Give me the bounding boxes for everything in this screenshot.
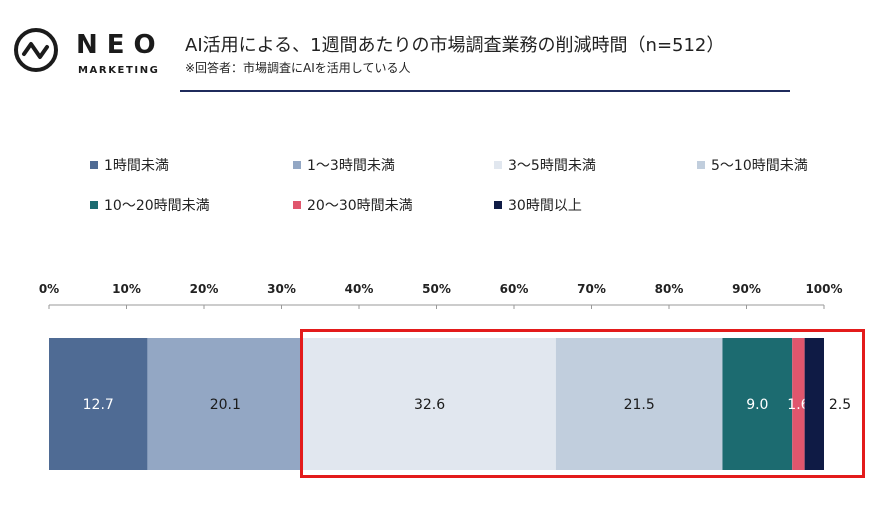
legend-swatch: [90, 161, 98, 169]
legend-swatch: [494, 161, 502, 169]
x-tick-label: 100%: [805, 282, 842, 296]
legend-item: 1時間未満: [90, 155, 169, 175]
x-tick-label: 70%: [577, 282, 606, 296]
logo-tagline: MARKETING: [78, 65, 160, 76]
x-tick-label: 20%: [190, 282, 219, 296]
pulse-circle-icon: [14, 28, 58, 72]
bar-data-label: 2.5: [829, 397, 851, 413]
legend-label: 3〜5時間未満: [508, 158, 596, 174]
highlight-box: [300, 329, 865, 478]
legend-label: 30時間以上: [508, 198, 582, 214]
x-tick-label: 0%: [39, 282, 59, 296]
title-divider: [180, 90, 790, 92]
x-tick-label: 30%: [267, 282, 296, 296]
legend-item: 3〜5時間未満: [494, 155, 596, 175]
legend-label: 1時間未満: [104, 158, 169, 174]
x-tick-label: 50%: [422, 282, 451, 296]
legend-item: 5〜10時間未満: [697, 155, 808, 175]
bar-data-label: 21.5: [624, 397, 655, 413]
bar-data-label: 20.1: [210, 397, 241, 413]
bar-data-label: 12.7: [83, 397, 114, 413]
bar-segment: [303, 338, 556, 470]
bar-segment: [555, 338, 723, 470]
legend-item: 20〜30時間未満: [293, 195, 413, 215]
bar-segment: [804, 338, 824, 470]
legend-item: 1〜3時間未満: [293, 155, 395, 175]
legend-item: 10〜20時間未満: [90, 195, 210, 215]
x-tick-label: 80%: [655, 282, 684, 296]
x-tick-label: 60%: [500, 282, 529, 296]
x-tick-label: 90%: [732, 282, 761, 296]
chart-title: AI活用による、1週間あたりの市場調査業務の削減時間（n=512）: [185, 35, 725, 56]
bar-segment: [147, 338, 304, 470]
legend-label: 5〜10時間未満: [711, 158, 808, 174]
x-tick-label: 10%: [112, 282, 141, 296]
bar-segment: [792, 338, 805, 470]
bar-segment: [49, 338, 148, 470]
x-tick-label: 40%: [345, 282, 374, 296]
bar-data-label: 32.6: [414, 397, 445, 413]
legend-swatch: [90, 201, 98, 209]
legend-item: 30時間以上: [494, 195, 582, 215]
legend-label: 1〜3時間未満: [307, 158, 395, 174]
legend-swatch: [293, 201, 301, 209]
legend-label: 20〜30時間未満: [307, 198, 413, 214]
legend-label: 10〜20時間未満: [104, 198, 210, 214]
chart-subtitle: ※回答者：市場調査にAIを活用している人: [185, 61, 411, 75]
bar-data-label: 9.0: [746, 397, 768, 413]
legend-swatch: [293, 161, 301, 169]
legend-swatch: [697, 161, 705, 169]
logo-wordmark: NEO: [76, 30, 165, 60]
legend-swatch: [494, 201, 502, 209]
bar-segment: [722, 338, 793, 470]
bar-data-label: 1.6: [787, 397, 809, 413]
